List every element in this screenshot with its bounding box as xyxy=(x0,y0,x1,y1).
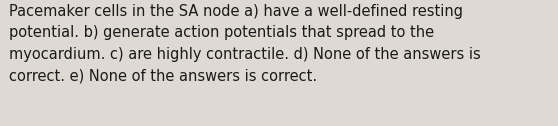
Text: Pacemaker cells in the SA node a) have a well-defined resting
potential. b) gene: Pacemaker cells in the SA node a) have a… xyxy=(9,4,480,84)
